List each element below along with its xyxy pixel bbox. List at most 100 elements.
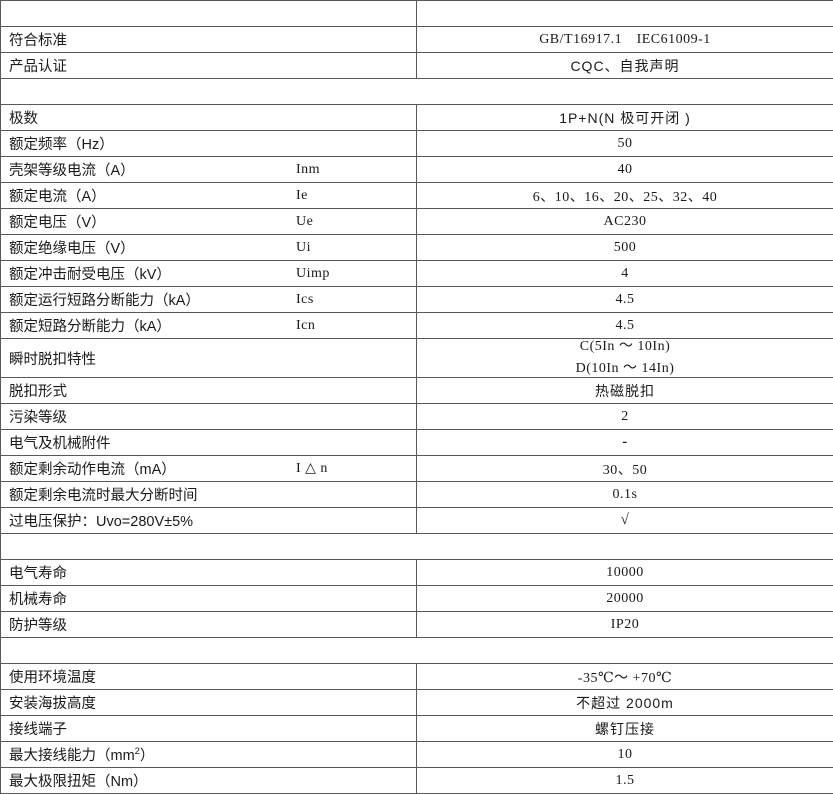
spec-value-cell: 螺钉压接 [417,716,833,742]
spec-label-text: 电气及机械附件 [1,432,296,453]
label-wrap: 额定冲击耐受电压（kV）Uimp [1,261,416,286]
spec-symbol-text: Icn [296,318,416,334]
label-wrap: 额定电流（A）Ie [1,183,416,208]
spec-value-cell: 热磁脱扣 [417,378,833,404]
product-header-row: 产品名称 TGB1NLE-40 [1,1,833,27]
spec-label-cell: 使用环境温度 [1,664,417,690]
spec-row: 额定运行短路分断能力（kA）Ics 4.5 [1,287,833,313]
spec-value-text: 4.5 [616,292,635,307]
spec-label-text: 额定冲击耐受电压（kV） [1,263,296,284]
spec-row: 最大极限扭矩（Nm） 1.5 [1,768,833,794]
spec-value-text: GB/T16917.1 IEC61009-1 [539,32,711,47]
spec-label-text: 瞬时脱扣特性 [1,348,296,369]
spec-label-cell: 最大接线能力（mm2） [1,742,417,768]
spec-label-text: 壳架等级电流（A） [1,159,296,180]
spec-row: 产品认证 CQC、自我声明 [1,53,833,79]
spec-label-cell: 电气寿命 [1,560,417,586]
label-wrap: 额定剩余动作电流（mA）I △ n [1,456,416,481]
label-wrap: 符合标准 [1,27,416,52]
spec-label-cell: 壳架等级电流（A）Inm [1,157,417,183]
spec-label-text: 额定短路分断能力（kA） [1,315,296,336]
spec-value-cell: 1P+N(N 极可开闭 ) [417,105,833,131]
spec-row: 符合标准 GB/T16917.1 IEC61009-1 [1,27,833,53]
spec-row: 脱扣形式热磁脱扣 [1,378,833,404]
spec-value-text: 4 [621,266,629,281]
spec-value-cell: 40 [417,157,833,183]
product-name-header-cell: 产品名称 [1,1,417,27]
spec-value-text: 1.5 [616,773,635,788]
spec-row: 额定短路分断能力（kA）Icn 4.5 [1,313,833,339]
label-wrap: 接线端子 [1,716,416,741]
spec-value-text: 1P+N(N 极可开闭 ) [559,110,691,126]
spec-label-text: 过电压保护：Uvo=280V±5% [1,510,296,531]
spec-value-text: AC230 [604,214,647,229]
spec-value-cell: 不超过 2000m [417,690,833,716]
section-header-row: 正常工作条件及安装特性 [1,638,833,664]
spec-value-stack: C(5In ～ 10In)D(10In ～ 14In) [417,339,833,377]
spec-value-text: 10 [618,747,633,762]
label-wrap: 过电压保护：Uvo=280V±5% [1,508,416,533]
spec-label-text: 额定电压（V） [1,211,296,232]
spec-label-text: 防护等级 [1,614,296,635]
spec-label-text: 机械寿命 [1,588,296,609]
spec-row: 额定剩余电流时最大分断时间 0.1s [1,482,833,508]
spec-value-cell: 30、50 [417,456,833,482]
spec-value-line: D(10In ～ 14In) [576,361,675,377]
spec-value-text: CQC、自我声明 [570,58,679,74]
label-wrap: 壳架等级电流（A）Inm [1,157,416,182]
spec-label-cell: 机械寿命 [1,586,417,612]
section-header-row: 机械特性 [1,534,833,560]
spec-label-text: 额定绝缘电压（V） [1,237,296,258]
label-wrap: 极数 [1,105,416,130]
label-wrap: 使用环境温度 [1,664,416,689]
spec-value-text: - [622,434,628,450]
spec-value-cell: 10000 [417,560,833,586]
spec-label-cell: 脱扣形式 [1,378,417,404]
product-model-value: TGB1NLE-40 [579,5,671,21]
spec-label-text: 最大极限扭矩（Nm） [1,770,296,791]
spec-value-cell: CQC、自我声明 [417,53,833,79]
spec-row: 额定剩余动作电流（mA）I △ n 30、50 [1,456,833,482]
label-wrap: 污染等级 [1,404,416,429]
label-wrap: 最大极限扭矩（Nm） [1,768,416,793]
spec-row: 额定频率（Hz） 50 [1,131,833,157]
spec-value-cell: 6、10、16、20、25、32、40 [417,183,833,209]
spec-label-cell: 产品认证 [1,53,417,79]
spec-label-cell: 额定电压（V）Ue [1,209,417,235]
label-wrap: 额定运行短路分断能力（kA）Ics [1,287,416,312]
spec-label-text: 额定频率（Hz） [1,133,296,154]
spec-label-text: 额定剩余动作电流（mA） [1,458,296,479]
spec-label-cell: 安装海拔高度 [1,690,417,716]
spec-row: 污染等级 2 [1,404,833,430]
spec-value-text: 30、50 [603,463,648,478]
spec-label-text: 产品认证 [1,55,296,76]
spec-row: 防护等级 IP20 [1,612,833,638]
spec-value-cell: IP20 [417,612,833,638]
section-header-cell: 电气特性 [1,79,833,105]
label-wrap: 瞬时脱扣特性 [1,339,416,377]
spec-value-cell: 50 [417,131,833,157]
spec-label-text: 额定电流（A） [1,185,296,206]
spec-value-text: 0.1s [613,487,638,502]
spec-value-text: 2 [621,409,629,424]
spec-value-cell: 4.5 [417,313,833,339]
spec-row: 使用环境温度-35℃～ +70℃ [1,664,833,690]
label-wrap: 额定短路分断能力（kA）Icn [1,313,416,338]
spec-symbol-text: Inm [296,162,416,178]
label-wrap: 额定绝缘电压（V）Ui [1,235,416,260]
spec-value-cell: -35℃～ +70℃ [417,664,833,690]
spec-symbol-text: Ui [296,240,416,256]
spec-label-cell: 额定剩余电流时最大分断时间 [1,482,417,508]
spec-symbol-text: Uimp [296,266,416,282]
spec-label-cell: 额定运行短路分断能力（kA）Ics [1,287,417,313]
label-wrap: 额定剩余电流时最大分断时间 [1,482,416,507]
spec-value-text: 4.5 [616,318,635,333]
spec-value-text: IP20 [611,617,639,632]
spec-value-cell: 10 [417,742,833,768]
spec-value-text: 50 [618,136,633,151]
